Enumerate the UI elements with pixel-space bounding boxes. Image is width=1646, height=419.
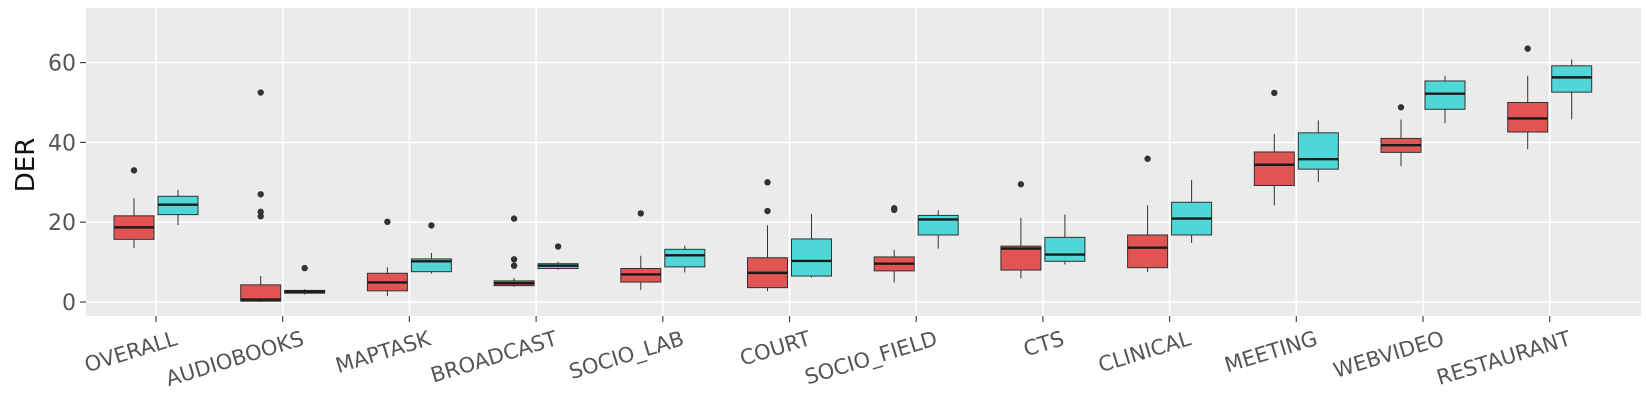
box-iqr [1297,132,1339,170]
outlier-point [510,256,518,263]
outlier-point [764,179,771,186]
box-audiobooks-series-2 [284,264,326,295]
x-tick-label: MAPTASK [333,326,435,378]
box-audiobooks-series-1 [240,89,282,302]
outlier-point [1144,155,1151,162]
outlier-point [510,262,518,269]
box-socio_field-series-2 [917,210,959,249]
box-socio_lab-series-2 [664,245,706,273]
box-clinical-series-1 [1127,155,1169,273]
box-maptask-series-2 [410,222,452,274]
outlier-point [637,210,644,217]
box-iqr [664,248,706,268]
y-tick-label: 0 [62,291,76,316]
box-iqr [1000,245,1042,271]
x-tick-label: BROADCAST [428,326,560,387]
box-overall-series-2 [157,189,199,225]
box-maptask-series-1 [366,218,408,297]
x-tick-label: WEBVIDEO [1331,326,1447,382]
box-iqr [791,238,832,277]
x-tick-label: SOCIO_LAB [566,326,687,385]
x-tick-label: CLINICAL [1095,326,1193,377]
outlier-point [257,191,264,198]
box-iqr [1253,151,1295,186]
x-tick-label: CTS [1021,326,1067,361]
outlier-point [1017,181,1025,188]
box-overall-series-1 [113,167,155,249]
box-iqr [1424,80,1466,110]
box-iqr [1044,236,1086,262]
box-webvideo-series-1 [1380,104,1422,166]
box-broadcast-series-1 [493,215,535,287]
box-cts-series-2 [1044,214,1086,265]
box-meeting-series-1 [1253,89,1295,206]
outlier-point [891,205,898,212]
outlier-point [554,243,562,250]
y-axis-label: DER [11,138,41,193]
outlier-point [257,89,264,96]
box-broadcast-series-2 [537,243,579,270]
x-tick-label: MEETING [1222,326,1321,377]
box-socio_field-series-1 [873,205,915,283]
box-iqr [1551,65,1593,93]
box-cts-series-1 [1000,181,1042,279]
plot-background [86,8,1641,316]
y-tick-label: 60 [48,52,76,77]
y-tick-label: 40 [48,131,76,156]
outlier-point [428,222,435,229]
outlier-point [301,264,308,272]
x-tick-label: COURT [737,326,813,370]
box-court-series-2 [791,213,832,278]
box-court-series-1 [747,179,788,292]
outlier-point [1524,45,1531,52]
x-tick-label: SOCIO_FIELD [802,326,940,390]
outlier-point [764,207,771,215]
x-tick-label: RESTAURANT [1434,326,1574,390]
outlier-point [130,167,138,174]
box-meeting-series-2 [1297,120,1339,182]
box-iqr [1127,234,1169,269]
outlier-point [257,213,264,220]
box-webvideo-series-2 [1424,75,1466,124]
outlier-point [1271,89,1278,97]
box-clinical-series-2 [1171,179,1213,243]
box-iqr [240,284,282,302]
outlier-point [510,215,518,222]
box-socio_lab-series-1 [620,210,662,291]
outlier-point [1397,104,1405,111]
outlier-point [257,208,264,216]
box-restaurant-series-1 [1507,45,1549,150]
box-restaurant-series-2 [1551,59,1593,120]
y-tick-label: 20 [48,211,76,236]
outlier-point [384,218,391,226]
x-tick-label: AUDIOBOOKS [163,326,307,391]
